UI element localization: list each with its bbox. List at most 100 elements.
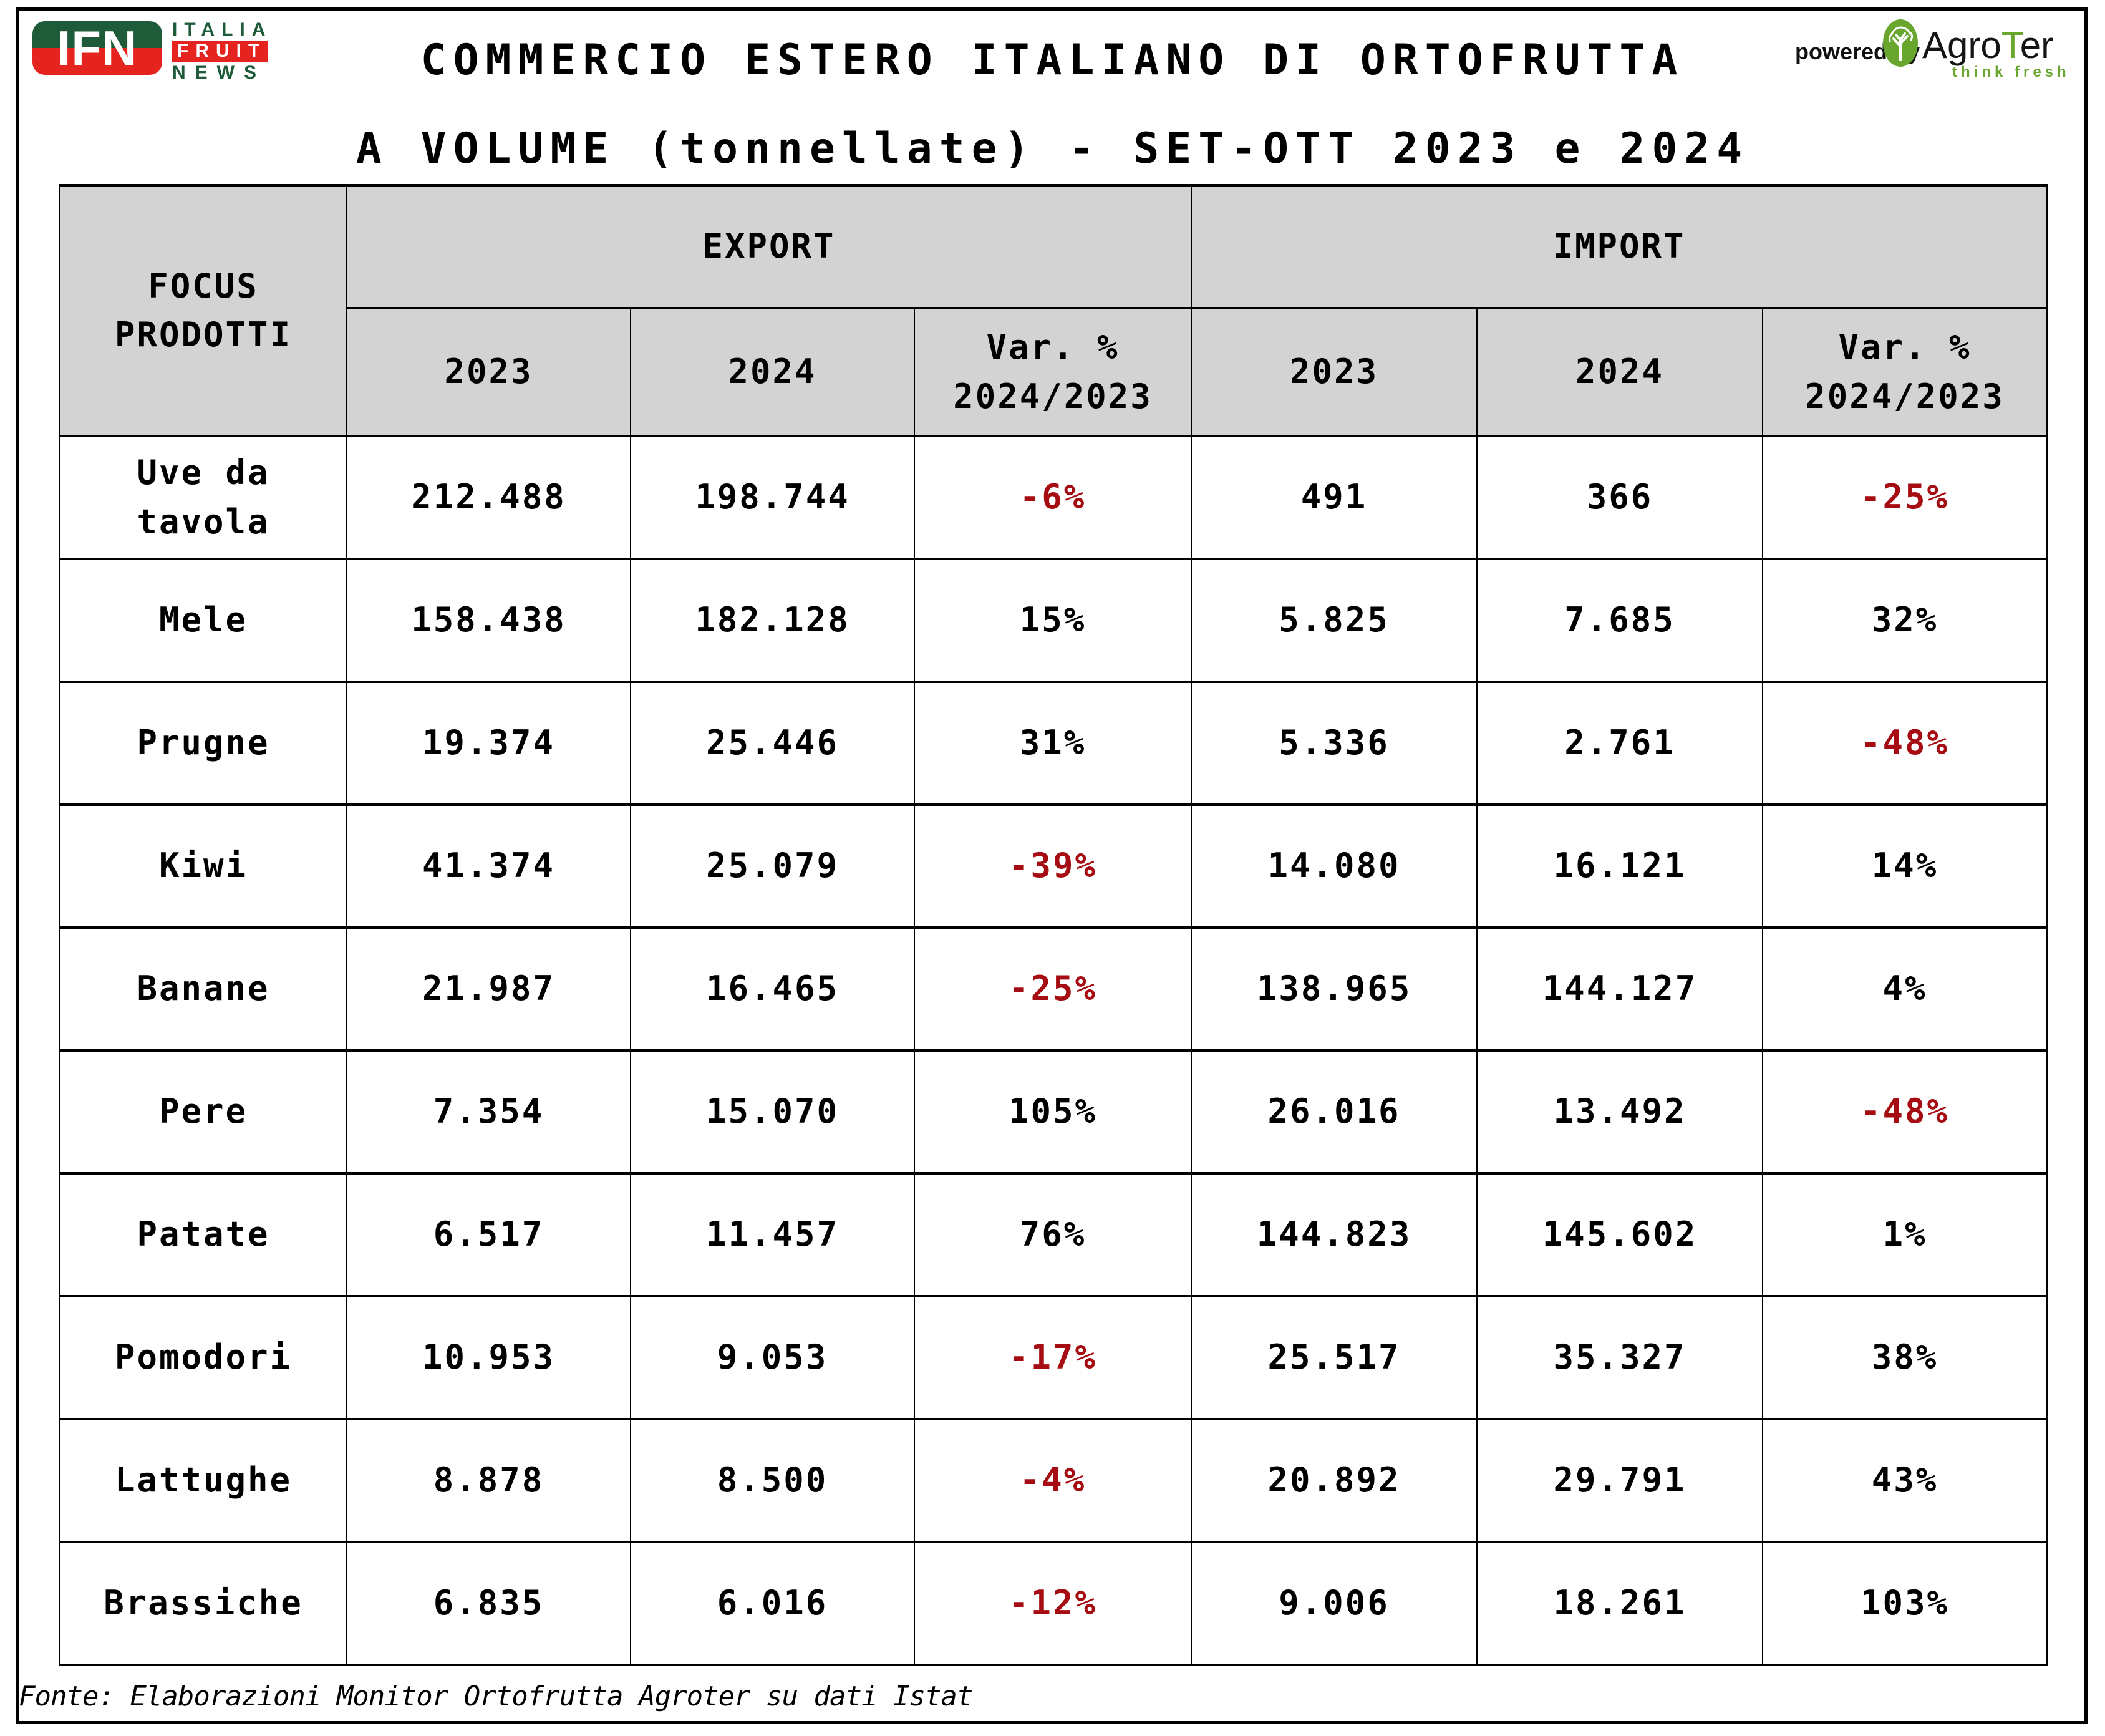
product-cell: Banane bbox=[59, 926, 347, 1052]
var-cell: -17% bbox=[913, 1295, 1193, 1420]
value-cell: 16.121 bbox=[1476, 803, 1764, 929]
focus-prodotti-header: FOCUS PRODOTTI bbox=[59, 184, 347, 437]
agroter-name-post: er bbox=[2020, 24, 2054, 66]
import-var-header: Var. % 2024/2023 bbox=[1762, 307, 2048, 437]
var-cell: 103% bbox=[1762, 1541, 2048, 1666]
var-cell: -48% bbox=[1762, 681, 2048, 806]
table-row: Patate 6.517 11.457 76% 144.823 145.602 … bbox=[59, 1172, 2048, 1297]
value-cell: 18.261 bbox=[1476, 1541, 1764, 1666]
var-cell: -4% bbox=[913, 1418, 1193, 1543]
value-cell: 14.080 bbox=[1191, 803, 1478, 929]
var-cell: 43% bbox=[1762, 1418, 2048, 1543]
ifn-word-fruit: FRUIT bbox=[172, 41, 268, 62]
ifn-monogram: IFN bbox=[57, 21, 138, 75]
var-cell: 14% bbox=[1762, 803, 2048, 929]
title-line-2: A VOLUME (tonnellate) - SET-OTT 2023 e 2… bbox=[356, 124, 1749, 173]
export-2023-header: 2023 bbox=[346, 307, 631, 437]
var-cell: 15% bbox=[913, 558, 1193, 683]
value-cell: 20.892 bbox=[1191, 1418, 1478, 1543]
ifn-word-italia: ITALIA bbox=[172, 19, 273, 40]
value-cell: 8.878 bbox=[346, 1418, 631, 1543]
table-row: Banane 21.987 16.465 -25% 138.965 144.12… bbox=[59, 926, 2048, 1052]
title-line-1: COMMERCIO ESTERO ITALIANO DI ORTOFRUTTA bbox=[420, 36, 1685, 85]
value-cell: 7.354 bbox=[346, 1049, 631, 1175]
var-cell: -48% bbox=[1762, 1049, 2048, 1175]
var-cell: 38% bbox=[1762, 1295, 2048, 1420]
product-cell: Pomodori bbox=[59, 1295, 347, 1420]
var-cell: 4% bbox=[1762, 926, 2048, 1052]
page-border bbox=[16, 7, 2088, 1724]
value-cell: 26.016 bbox=[1191, 1049, 1478, 1175]
var-cell: -39% bbox=[913, 803, 1193, 929]
import-var-header-line1: Var. % bbox=[1838, 327, 1972, 367]
value-cell: 6.517 bbox=[346, 1172, 631, 1297]
table-group-header-row: FOCUS PRODOTTI EXPORT IMPORT bbox=[59, 184, 2048, 437]
table-row: Brassiche 6.835 6.016 -12% 9.006 18.261 … bbox=[59, 1541, 2048, 1666]
agroter-tree-icon bbox=[1883, 19, 1918, 67]
value-cell: 145.602 bbox=[1476, 1172, 1764, 1297]
value-cell: 144.127 bbox=[1476, 926, 1764, 1052]
var-cell: -12% bbox=[913, 1541, 1193, 1666]
agroter-name-pre: Agro bbox=[1922, 24, 2001, 66]
product-cell: Mele bbox=[59, 558, 347, 683]
value-cell: 21.987 bbox=[346, 926, 631, 1052]
table-row: Kiwi 41.374 25.079 -39% 14.080 16.121 14… bbox=[59, 803, 2048, 929]
table-row: Pomodori 10.953 9.053 -17% 25.517 35.327… bbox=[59, 1295, 2048, 1420]
value-cell: 15.070 bbox=[630, 1049, 915, 1175]
value-cell: 6.835 bbox=[346, 1541, 631, 1666]
table-row: Uve da tavola 212.488 198.744 -6% 491 36… bbox=[59, 435, 2048, 560]
import-2023-header: 2023 bbox=[1191, 307, 1478, 437]
product-cell: Lattughe bbox=[59, 1418, 347, 1543]
export-var-header-line1: Var. % bbox=[986, 327, 1120, 367]
product-cell: Prugne bbox=[59, 681, 347, 806]
page-title: COMMERCIO ESTERO ITALIANO DI ORTOFRUTTA … bbox=[0, 16, 2105, 193]
ifn-logo: IFN ITALIA FRUIT NEWS bbox=[32, 17, 282, 86]
export-var-header: Var. % 2024/2023 bbox=[913, 307, 1193, 437]
var-cell: 1% bbox=[1762, 1172, 2048, 1297]
export-group-header: EXPORT bbox=[346, 184, 1193, 309]
value-cell: 2.761 bbox=[1476, 681, 1764, 806]
product-cell: Patate bbox=[59, 1172, 347, 1297]
value-cell: 138.965 bbox=[1191, 926, 1478, 1052]
value-cell: 41.374 bbox=[346, 803, 631, 929]
product-cell: Kiwi bbox=[59, 803, 347, 929]
trade-table: FOCUS PRODOTTI EXPORT IMPORT 2023 2024 V… bbox=[59, 184, 2048, 1666]
product-cell: Uve da tavola bbox=[59, 435, 347, 560]
value-cell: 9.006 bbox=[1191, 1541, 1478, 1666]
value-cell: 5.336 bbox=[1191, 681, 1478, 806]
import-2024-header: 2024 bbox=[1476, 307, 1764, 437]
value-cell: 8.500 bbox=[630, 1418, 915, 1543]
export-var-header-line2: 2024/2023 bbox=[953, 376, 1153, 416]
var-cell: 31% bbox=[913, 681, 1193, 806]
value-cell: 9.053 bbox=[630, 1295, 915, 1420]
ifn-word-news: NEWS bbox=[172, 62, 266, 83]
var-cell: 76% bbox=[913, 1172, 1193, 1297]
value-cell: 16.465 bbox=[630, 926, 915, 1052]
table-row: Mele 158.438 182.128 15% 5.825 7.685 32% bbox=[59, 558, 2048, 683]
export-2024-header: 2024 bbox=[630, 307, 915, 437]
agroter-name-t: T bbox=[2001, 24, 2020, 66]
var-cell: 32% bbox=[1762, 558, 2048, 683]
value-cell: 19.374 bbox=[346, 681, 631, 806]
value-cell: 5.825 bbox=[1191, 558, 1478, 683]
table-subheader-row: 2023 2024 Var. % 2024/2023 2023 2024 Var… bbox=[60, 307, 2048, 437]
value-cell: 29.791 bbox=[1476, 1418, 1764, 1543]
value-cell: 144.823 bbox=[1191, 1172, 1478, 1297]
var-cell: -25% bbox=[1762, 435, 2048, 560]
source-note: Fonte: Elaborazioni Monitor Ortofrutta A… bbox=[19, 1680, 973, 1712]
value-cell: 25.446 bbox=[630, 681, 915, 806]
agroter-logo: powered by AgroTer think fresh bbox=[1790, 17, 2089, 87]
table-row: Pere 7.354 15.070 105% 26.016 13.492 -48… bbox=[59, 1049, 2048, 1175]
var-cell: -6% bbox=[913, 435, 1193, 560]
product-cell: Brassiche bbox=[59, 1541, 347, 1666]
product-cell: Pere bbox=[59, 1049, 347, 1175]
import-group-header: IMPORT bbox=[1191, 184, 2048, 309]
ifn-logo-red-half bbox=[32, 48, 162, 75]
value-cell: 35.327 bbox=[1476, 1295, 1764, 1420]
agroter-wordmark: AgroTer bbox=[1922, 24, 2053, 67]
value-cell: 11.457 bbox=[630, 1172, 915, 1297]
value-cell: 10.953 bbox=[346, 1295, 631, 1420]
value-cell: 13.492 bbox=[1476, 1049, 1764, 1175]
ifn-logo-green-half bbox=[32, 21, 162, 48]
value-cell: 25.079 bbox=[630, 803, 915, 929]
